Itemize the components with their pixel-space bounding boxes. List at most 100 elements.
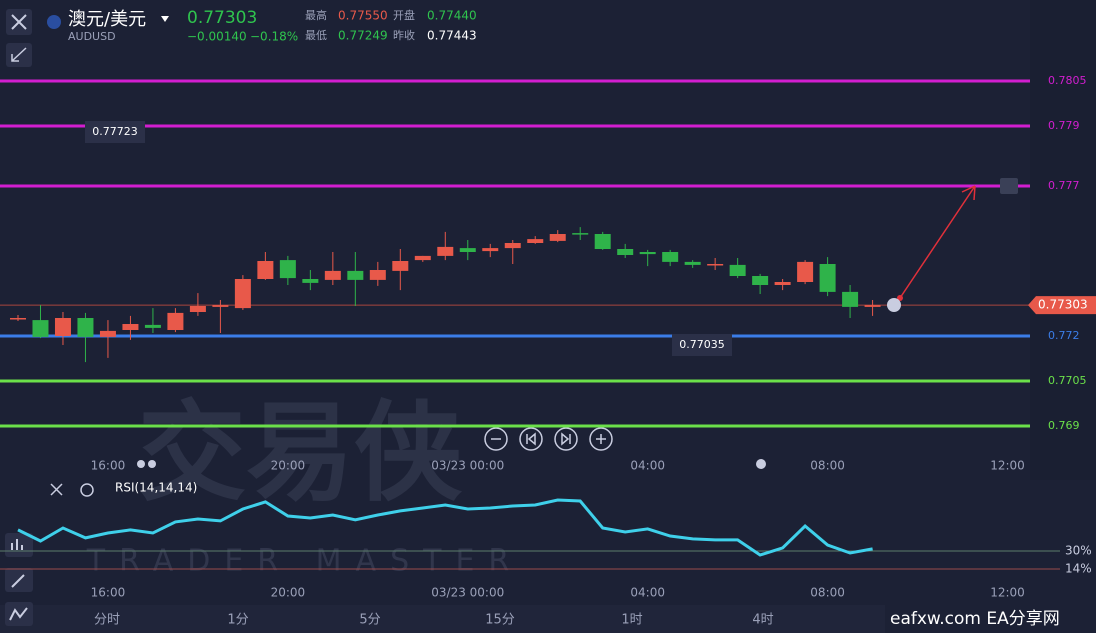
candle-body bbox=[414, 255, 431, 261]
x-tick-label: 03/23 00:00 bbox=[431, 586, 504, 600]
candle-body bbox=[392, 261, 409, 271]
site-badge bbox=[885, 603, 1096, 633]
last-price-label: 0.77303 bbox=[1038, 298, 1088, 312]
tab[interactable]: 1时 bbox=[621, 613, 642, 628]
candle-body bbox=[639, 252, 656, 255]
symbol-code: AUDUSD bbox=[68, 30, 116, 43]
candle-body bbox=[617, 249, 634, 255]
candle-body bbox=[32, 320, 49, 337]
alert-icon[interactable] bbox=[1000, 178, 1018, 194]
level-label: 0.779 bbox=[1048, 119, 1080, 132]
rsi-settings[interactable] bbox=[80, 483, 94, 497]
candle-body bbox=[864, 305, 881, 307]
last-price-box bbox=[1028, 296, 1096, 315]
candle-body bbox=[662, 252, 679, 262]
candle-body bbox=[437, 246, 454, 256]
close-icon bbox=[11, 14, 27, 30]
candle-body bbox=[212, 305, 229, 307]
stat-value: 0.77249 bbox=[338, 29, 388, 43]
tab[interactable]: 5分 bbox=[359, 613, 380, 628]
change-pct: −0.18% bbox=[250, 30, 298, 44]
candle-body bbox=[819, 264, 836, 292]
candle-body bbox=[842, 291, 859, 307]
candle-body bbox=[324, 270, 341, 280]
tool-icons bbox=[9, 539, 28, 621]
rsi-close[interactable] bbox=[50, 483, 63, 496]
price-tag-box bbox=[85, 121, 145, 143]
level-label: 0.7705 bbox=[1048, 374, 1087, 387]
tab[interactable]: 分时 bbox=[94, 613, 120, 628]
candle-body bbox=[684, 261, 701, 265]
candle-body bbox=[527, 239, 544, 243]
rsi-tick-label: 14% bbox=[1065, 561, 1092, 575]
candle-body bbox=[257, 261, 274, 279]
level-label: 0.777 bbox=[1048, 179, 1080, 192]
candle-body bbox=[729, 264, 746, 276]
candle-body bbox=[302, 279, 319, 283]
stat-label: 开盘 bbox=[393, 8, 415, 22]
stat-value: 0.77550 bbox=[338, 9, 388, 23]
candle-body bbox=[594, 234, 611, 249]
candle-body bbox=[572, 233, 589, 235]
x-tick-label: 20:00 bbox=[271, 459, 306, 473]
tab[interactable]: 4时 bbox=[752, 613, 773, 628]
symbol-name[interactable]: 澳元/美元 bbox=[68, 9, 146, 30]
rsi-line bbox=[17, 498, 873, 557]
marker-dot bbox=[148, 460, 156, 468]
x-tick-label: 16:00 bbox=[91, 586, 126, 600]
candle-body bbox=[122, 324, 139, 330]
marker-dot bbox=[756, 459, 766, 469]
x-tick-label: 20:00 bbox=[271, 586, 306, 600]
stat-label: 昨收 bbox=[393, 28, 415, 42]
stat-label: 最高 bbox=[305, 8, 327, 22]
dropdown-icon[interactable] bbox=[161, 16, 169, 22]
candle-body bbox=[459, 248, 476, 252]
marker-dot bbox=[137, 460, 145, 468]
candle-body bbox=[9, 318, 26, 320]
candle-body bbox=[504, 243, 521, 249]
price-tag: 0.77035 bbox=[679, 338, 725, 351]
level-label: 0.772 bbox=[1048, 329, 1080, 342]
price: 0.77303 bbox=[187, 8, 257, 28]
candle-body bbox=[77, 318, 94, 337]
x-tick-label: 04:00 bbox=[630, 586, 665, 600]
flag-icon bbox=[47, 15, 61, 29]
candle-body bbox=[144, 324, 161, 328]
info-icon[interactable] bbox=[887, 298, 901, 312]
tab[interactable]: 15分 bbox=[485, 613, 515, 628]
candle-body bbox=[797, 261, 814, 282]
candle-body bbox=[707, 264, 724, 266]
stat-label: 最低 bbox=[305, 29, 327, 42]
change: −0.00140 bbox=[187, 30, 247, 44]
candle-body bbox=[774, 282, 791, 285]
trend-arrow bbox=[899, 185, 976, 299]
x-tick-label: 08:00 bbox=[810, 586, 845, 600]
candle-body bbox=[347, 270, 364, 280]
price-tag: 0.77723 bbox=[92, 125, 138, 138]
x-tick-label: 04:00 bbox=[630, 459, 665, 473]
candle-body bbox=[234, 279, 251, 309]
watermark-title: 交易侠 bbox=[138, 391, 463, 516]
zoom-controls bbox=[484, 427, 613, 451]
stat-value: 0.77443 bbox=[427, 29, 477, 43]
x-tick-label: 12:00 bbox=[990, 459, 1025, 473]
x-tick-label: 12:00 bbox=[990, 586, 1025, 600]
price-axis bbox=[1030, 0, 1096, 480]
level-label: 0.7805 bbox=[1048, 74, 1087, 87]
candle-body bbox=[99, 330, 116, 337]
collapse-icon bbox=[11, 47, 27, 62]
candle-body bbox=[482, 248, 499, 252]
candle-body bbox=[54, 318, 71, 336]
tab[interactable]: 1分 bbox=[227, 613, 248, 628]
candle-body bbox=[189, 306, 206, 312]
rsi-tick-label: 30% bbox=[1065, 543, 1092, 557]
candle-body bbox=[369, 270, 386, 280]
stat-value: 0.77440 bbox=[427, 9, 477, 23]
watermark-subtitle: TRADER MASTER bbox=[86, 544, 524, 579]
site-watermark: eafxw.com EA分享网 bbox=[890, 609, 1060, 629]
x-tick-label: 03/23 00:00 bbox=[431, 459, 504, 473]
anchor-dot bbox=[897, 295, 903, 301]
candle-body bbox=[167, 312, 184, 330]
